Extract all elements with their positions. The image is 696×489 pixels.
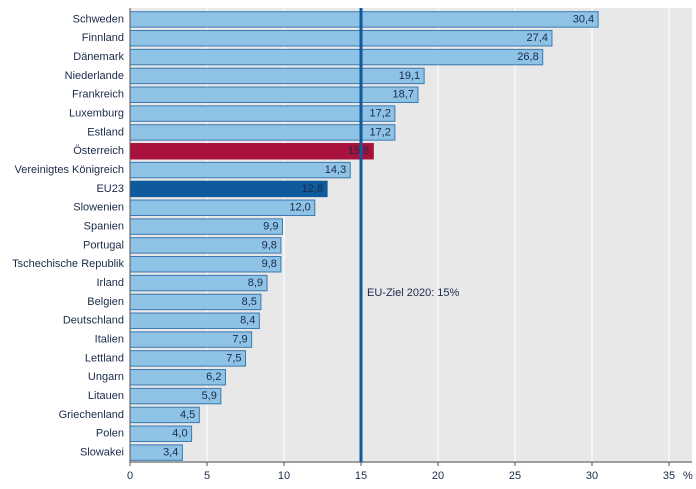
value-label: 26,8	[517, 51, 538, 63]
value-label: 7,5	[226, 352, 241, 364]
bar	[129, 86, 419, 103]
bar	[129, 218, 283, 235]
value-label: 4,5	[180, 409, 195, 421]
x-tick-label: 15	[355, 470, 367, 482]
value-label: 19,1	[399, 70, 420, 82]
value-label: 8,9	[248, 277, 263, 289]
bar	[129, 237, 282, 254]
value-label: 12,8	[302, 183, 323, 195]
value-label: 8,5	[242, 296, 257, 308]
category-label: Niederlande	[65, 70, 124, 82]
value-label: 5,9	[202, 390, 217, 402]
x-tick-label: 30	[586, 470, 598, 482]
x-tick-label: 5	[204, 470, 210, 482]
x-unit: %	[683, 470, 693, 482]
category-label: Schweden	[73, 13, 124, 25]
value-label: 3,4	[163, 446, 178, 458]
value-label: 27,4	[527, 32, 548, 44]
category-label: Italien	[95, 333, 124, 345]
category-label: Frankreich	[72, 89, 124, 101]
bar	[129, 256, 282, 273]
category-label: Estland	[87, 126, 124, 138]
category-label: Griechenland	[59, 409, 124, 421]
value-label: 4,0	[172, 428, 187, 440]
category-label: Luxemburg	[69, 107, 124, 119]
category-label: Polen	[96, 428, 124, 440]
category-label: Lettland	[85, 352, 124, 364]
bar	[129, 30, 553, 47]
x-tick-label: 25	[509, 470, 521, 482]
category-label: Deutschland	[63, 315, 124, 327]
category-label: Vereinigtes Königreich	[15, 164, 124, 176]
value-label: 15,8	[348, 145, 369, 157]
bar	[129, 105, 396, 122]
reference-label: EU-Ziel 2020: 15%	[367, 287, 460, 299]
value-label: 9,8	[262, 239, 277, 251]
value-label: 8,4	[240, 315, 255, 327]
category-label: Dänemark	[73, 51, 124, 63]
category-label: Irland	[96, 277, 124, 289]
category-label: Slowakei	[80, 446, 124, 458]
value-label: 18,7	[393, 89, 414, 101]
category-label: Belgien	[87, 296, 124, 308]
category-label: Spanien	[84, 220, 124, 232]
value-label: 30,4	[573, 13, 594, 25]
value-label: 12,0	[289, 202, 310, 214]
category-label: Slowenien	[73, 202, 124, 214]
value-label: 14,3	[325, 164, 346, 176]
x-tick-label: 0	[127, 470, 133, 482]
value-label: 9,8	[262, 258, 277, 270]
value-label: 17,2	[369, 126, 390, 138]
category-label: Litauen	[88, 390, 124, 402]
value-label: 17,2	[369, 107, 390, 119]
value-label: 9,9	[263, 220, 278, 232]
bar	[129, 161, 351, 179]
bar	[129, 143, 374, 160]
bar	[129, 67, 425, 85]
bar	[129, 274, 268, 292]
category-label: Tschechische Republik	[12, 258, 124, 270]
x-tick-label: 10	[278, 470, 290, 482]
x-tick-label: 20	[432, 470, 444, 482]
category-label: Österreich	[73, 145, 124, 157]
bar	[129, 11, 599, 28]
value-label: 7,9	[232, 333, 247, 345]
bar	[129, 48, 544, 66]
category-label: EU23	[96, 183, 124, 195]
bar	[129, 199, 316, 216]
category-label: Finnland	[82, 32, 124, 44]
value-label: 6,2	[206, 371, 221, 383]
category-label: Portugal	[83, 239, 124, 251]
x-tick-label: 35	[663, 470, 675, 482]
bar	[129, 180, 328, 198]
category-label: Ungarn	[88, 371, 124, 383]
bar	[129, 124, 396, 141]
